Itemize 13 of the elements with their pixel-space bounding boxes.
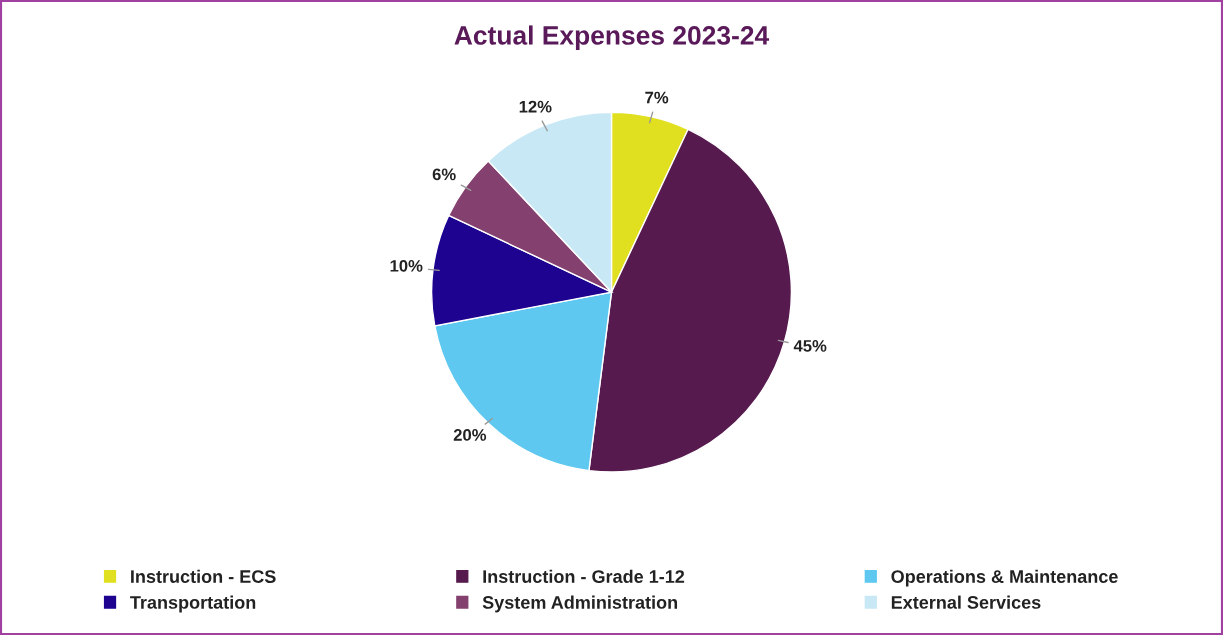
- legend-label: Instruction - Grade 1-12: [483, 569, 685, 583]
- legend-label: Operations & Maintenance: [891, 569, 1118, 587]
- data-label: 45%: [793, 340, 827, 352]
- data-label: 10%: [390, 259, 423, 272]
- data-label: 7%: [645, 91, 669, 104]
- chart-title: Actual Expenses 2023-24: [454, 25, 770, 50]
- data-label: 6%: [432, 168, 456, 181]
- legend-label: Instruction - ECS: [131, 569, 276, 583]
- data-label: 20%: [453, 429, 487, 441]
- data-label: 12%: [519, 100, 552, 113]
- legend-label: System Administration: [482, 595, 678, 613]
- legend-label: External Services: [891, 595, 1041, 609]
- legend-label: Transportation: [130, 595, 256, 613]
